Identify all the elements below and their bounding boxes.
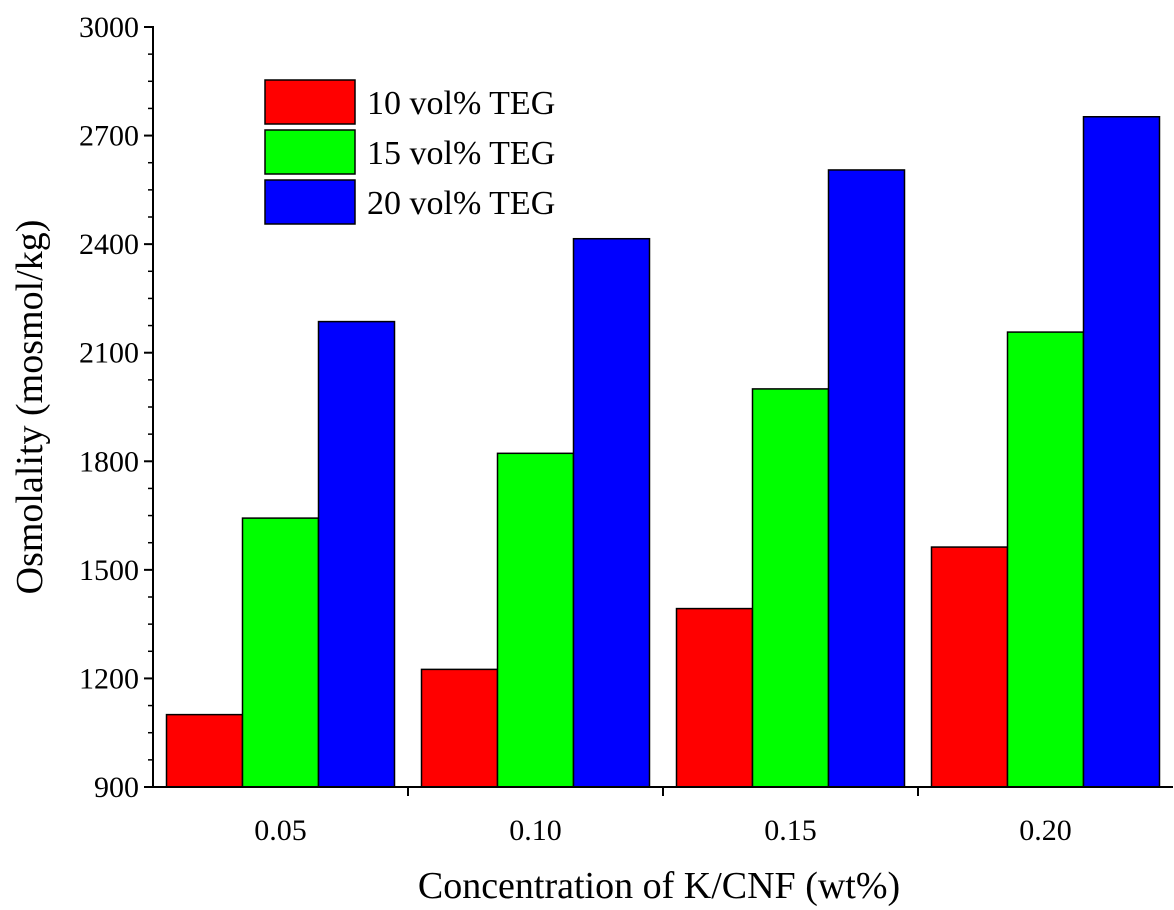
ticks-layer: 900 1200 1500 1800 2100 2400 2700 3000 0.05 0.10 0…: [79, 11, 1072, 847]
legend-label-3: 20 vol% TEG: [367, 185, 555, 222]
legend: 10 vol% TEG 15 vol% TEG 20 vol% TEG: [264, 79, 555, 225]
bar-3-0.05: [317, 320, 396, 788]
bars-layer: [165, 116, 1161, 788]
bar-1-0.20: [930, 546, 1009, 788]
bar-1-0.15: [675, 607, 754, 788]
bar-1-0.05: [165, 713, 244, 788]
y-tick-label: 1200: [79, 662, 139, 695]
bar-1-0.10: [420, 668, 499, 788]
x-tick-label: 0.10: [509, 814, 562, 847]
legend-swatch-3: [264, 179, 356, 225]
y-tick-label: 1500: [79, 554, 139, 587]
y-tick-label: 900: [94, 771, 139, 804]
bar-2-0.15: [751, 388, 830, 788]
x-tick-label: 0.15: [764, 814, 817, 847]
y-tick-label: 2700: [79, 120, 139, 153]
y-tick-label: 2400: [79, 228, 139, 261]
y-tick-label: 1800: [79, 445, 139, 478]
bar-3-0.20: [1082, 116, 1161, 788]
legend-swatch-2: [264, 129, 356, 175]
legend-swatch-1: [264, 79, 356, 125]
bar-3-0.10: [572, 237, 651, 788]
x-axis-title: Concentration of K/CNF (wt%): [418, 865, 900, 907]
bar-2-0.20: [1006, 331, 1085, 788]
y-axis-title: Osmolality (mosmol/kg): [9, 220, 51, 595]
y-tick-label: 2100: [79, 337, 139, 370]
bar-3-0.15: [827, 169, 906, 788]
y-tick-label: 3000: [79, 11, 139, 44]
legend-label-2: 15 vol% TEG: [367, 135, 555, 172]
x-tick-label: 0.20: [1019, 814, 1072, 847]
legend-label-1: 10 vol% TEG: [367, 85, 555, 122]
x-tick-label: 0.05: [254, 814, 307, 847]
bar-2-0.10: [496, 452, 575, 788]
bar-2-0.05: [241, 517, 320, 788]
